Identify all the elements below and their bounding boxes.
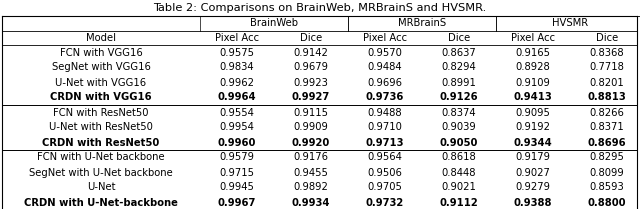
Text: CRDN with ResNet50: CRDN with ResNet50 bbox=[42, 138, 159, 148]
Text: CRDN with U-Net-backbone: CRDN with U-Net-backbone bbox=[24, 198, 178, 208]
Text: 0.8374: 0.8374 bbox=[442, 107, 476, 117]
Text: 0.8593: 0.8593 bbox=[589, 182, 625, 192]
Text: 0.9570: 0.9570 bbox=[367, 47, 403, 57]
Text: 0.8371: 0.8371 bbox=[589, 122, 625, 133]
Text: 0.8800: 0.8800 bbox=[588, 198, 627, 208]
Text: 0.8295: 0.8295 bbox=[589, 153, 625, 163]
Text: 0.9506: 0.9506 bbox=[367, 167, 403, 177]
Text: 0.9964: 0.9964 bbox=[218, 93, 256, 102]
Text: 0.9945: 0.9945 bbox=[220, 182, 255, 192]
Text: 0.8928: 0.8928 bbox=[516, 62, 550, 73]
Text: 0.9696: 0.9696 bbox=[367, 78, 403, 88]
Text: 0.9126: 0.9126 bbox=[440, 93, 478, 102]
Text: 0.9962: 0.9962 bbox=[220, 78, 255, 88]
Text: 0.9732: 0.9732 bbox=[366, 198, 404, 208]
Text: 0.9710: 0.9710 bbox=[367, 122, 403, 133]
Text: 0.9109: 0.9109 bbox=[516, 78, 550, 88]
Text: 0.9934: 0.9934 bbox=[292, 198, 330, 208]
Text: 0.9021: 0.9021 bbox=[442, 182, 476, 192]
Text: 0.9176: 0.9176 bbox=[294, 153, 328, 163]
Text: Pixel Acc: Pixel Acc bbox=[363, 33, 407, 43]
Text: 0.9455: 0.9455 bbox=[294, 167, 328, 177]
Text: 0.9927: 0.9927 bbox=[292, 93, 330, 102]
Text: HVSMR: HVSMR bbox=[552, 19, 588, 28]
Text: Dice: Dice bbox=[448, 33, 470, 43]
Text: Table 2: Comparisons on BrainWeb, MRBrainS and HVSMR.: Table 2: Comparisons on BrainWeb, MRBrai… bbox=[154, 3, 486, 13]
Text: 0.8448: 0.8448 bbox=[442, 167, 476, 177]
Text: 0.9484: 0.9484 bbox=[368, 62, 403, 73]
Text: U-Net with VGG16: U-Net with VGG16 bbox=[56, 78, 147, 88]
Text: 0.9834: 0.9834 bbox=[220, 62, 254, 73]
Text: 0.9736: 0.9736 bbox=[366, 93, 404, 102]
Text: 0.9027: 0.9027 bbox=[516, 167, 550, 177]
Text: 0.8813: 0.8813 bbox=[588, 93, 627, 102]
Text: 0.9179: 0.9179 bbox=[515, 153, 550, 163]
Text: FCN with VGG16: FCN with VGG16 bbox=[60, 47, 142, 57]
Text: 0.9920: 0.9920 bbox=[292, 138, 330, 148]
Text: SegNet with U-Net backbone: SegNet with U-Net backbone bbox=[29, 167, 173, 177]
Text: 0.9715: 0.9715 bbox=[220, 167, 255, 177]
Text: 0.9705: 0.9705 bbox=[367, 182, 403, 192]
Text: 0.9112: 0.9112 bbox=[440, 198, 478, 208]
Text: 0.9554: 0.9554 bbox=[220, 107, 255, 117]
Text: 0.9679: 0.9679 bbox=[294, 62, 328, 73]
Text: 0.8294: 0.8294 bbox=[442, 62, 476, 73]
Text: 0.7718: 0.7718 bbox=[589, 62, 625, 73]
Text: MRBrainS: MRBrainS bbox=[398, 19, 446, 28]
Text: 0.9488: 0.9488 bbox=[368, 107, 403, 117]
Text: U-Net with ResNet50: U-Net with ResNet50 bbox=[49, 122, 153, 133]
Text: 0.8099: 0.8099 bbox=[589, 167, 625, 177]
Text: 0.8991: 0.8991 bbox=[442, 78, 476, 88]
Text: 0.9575: 0.9575 bbox=[220, 47, 255, 57]
Text: 0.9344: 0.9344 bbox=[514, 138, 552, 148]
Text: BrainWeb: BrainWeb bbox=[250, 19, 298, 28]
Text: 0.9142: 0.9142 bbox=[294, 47, 328, 57]
Text: FCN with U-Net backbone: FCN with U-Net backbone bbox=[37, 153, 165, 163]
Text: 0.9892: 0.9892 bbox=[294, 182, 328, 192]
Text: Pixel Acc: Pixel Acc bbox=[215, 33, 259, 43]
Text: U-Net: U-Net bbox=[87, 182, 115, 192]
Text: 0.9279: 0.9279 bbox=[515, 182, 550, 192]
Text: 0.9115: 0.9115 bbox=[294, 107, 328, 117]
Text: Dice: Dice bbox=[596, 33, 618, 43]
Text: 0.9095: 0.9095 bbox=[516, 107, 550, 117]
Text: 0.9579: 0.9579 bbox=[220, 153, 255, 163]
Text: 0.9923: 0.9923 bbox=[294, 78, 328, 88]
Text: 0.9954: 0.9954 bbox=[220, 122, 255, 133]
Text: 0.9713: 0.9713 bbox=[365, 138, 404, 148]
Text: Pixel Acc: Pixel Acc bbox=[511, 33, 555, 43]
Text: CRDN with VGG16: CRDN with VGG16 bbox=[50, 93, 152, 102]
Text: 0.9388: 0.9388 bbox=[514, 198, 552, 208]
Text: Model: Model bbox=[86, 33, 116, 43]
Text: 0.8201: 0.8201 bbox=[589, 78, 625, 88]
Text: 0.8618: 0.8618 bbox=[442, 153, 476, 163]
Text: 0.9909: 0.9909 bbox=[294, 122, 328, 133]
Text: Dice: Dice bbox=[300, 33, 322, 43]
Text: 0.9564: 0.9564 bbox=[367, 153, 403, 163]
Text: 0.8368: 0.8368 bbox=[589, 47, 624, 57]
Text: 0.9039: 0.9039 bbox=[442, 122, 476, 133]
Text: 0.8266: 0.8266 bbox=[589, 107, 625, 117]
Text: 0.9192: 0.9192 bbox=[515, 122, 550, 133]
Text: 0.8637: 0.8637 bbox=[442, 47, 476, 57]
Text: 0.9967: 0.9967 bbox=[218, 198, 256, 208]
Text: 0.9960: 0.9960 bbox=[218, 138, 256, 148]
Text: 0.9413: 0.9413 bbox=[514, 93, 552, 102]
Text: FCN with ResNet50: FCN with ResNet50 bbox=[53, 107, 148, 117]
Text: 0.8696: 0.8696 bbox=[588, 138, 627, 148]
Text: 0.9050: 0.9050 bbox=[440, 138, 478, 148]
Text: 0.9165: 0.9165 bbox=[515, 47, 550, 57]
Text: SegNet with VGG16: SegNet with VGG16 bbox=[52, 62, 150, 73]
